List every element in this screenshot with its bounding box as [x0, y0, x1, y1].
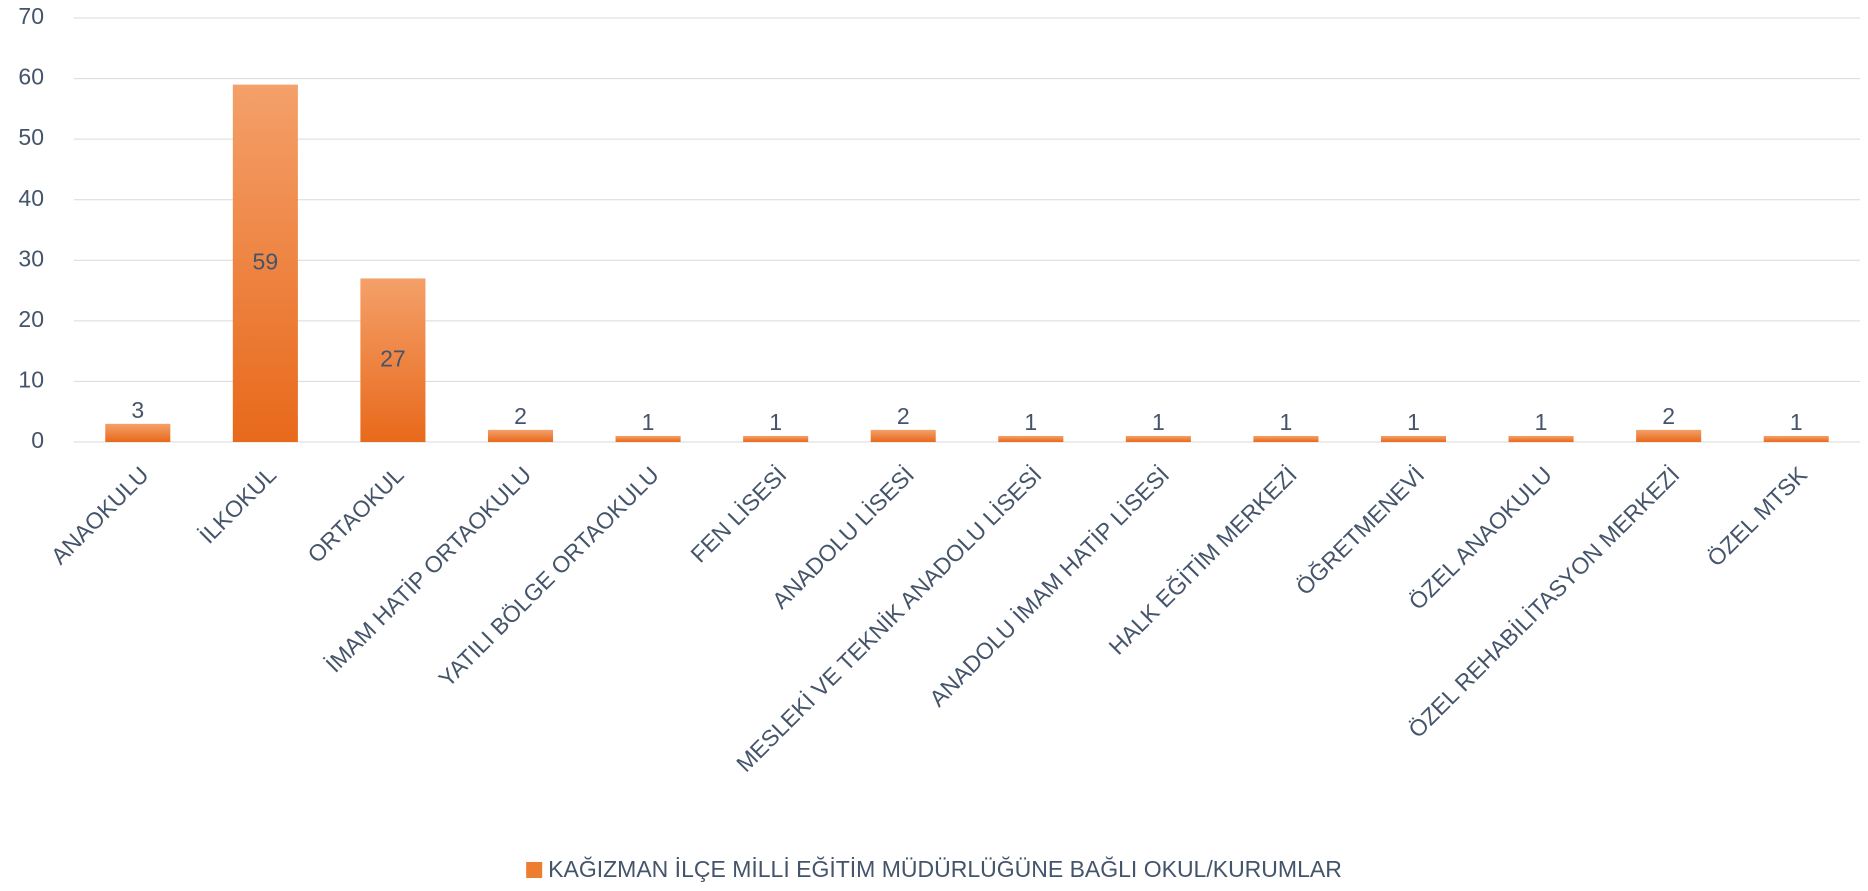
data-label: 1: [1280, 409, 1293, 435]
data-label: 1: [769, 409, 782, 435]
x-tick-label: ANAOKULU: [46, 461, 154, 569]
x-tick-label: İMAM HATİP ORTAOKULU: [320, 461, 536, 677]
x-tick-label: ÖĞRETMENEVİ: [1291, 461, 1430, 600]
y-tick-label: 40: [18, 185, 44, 211]
y-tick-label: 50: [18, 124, 44, 150]
data-label: 2: [514, 403, 527, 429]
x-tick-label: İLKOKUL: [194, 461, 281, 548]
x-tick-label: ORTAOKUL: [302, 461, 408, 567]
x-tick-label: ÖZEL ANAOKULU: [1404, 461, 1557, 614]
x-tick-label: YATILI BÖLGE ORTAOKULU: [433, 461, 663, 691]
data-label: 27: [380, 345, 406, 371]
y-tick-label: 20: [18, 306, 44, 332]
bar: [360, 278, 426, 442]
data-label: 1: [1152, 409, 1165, 435]
y-tick-label: 70: [18, 3, 44, 29]
legend-swatch: [526, 862, 543, 878]
x-tick-label: ÖZEL REHABİLİTASYON MERKEZİ: [1403, 461, 1684, 742]
bar: [487, 429, 554, 442]
bar: [870, 429, 936, 442]
bar: [743, 435, 809, 442]
y-tick-label: 0: [31, 427, 44, 453]
bar: [1380, 435, 1447, 442]
data-label: 1: [1790, 409, 1803, 435]
data-label: 1: [1024, 409, 1037, 435]
data-label: 3: [131, 397, 144, 423]
legend-label: KAĞIZMAN İLÇE MİLLİ EĞİTİM MÜDÜRLÜĞÜNE B…: [548, 856, 1342, 882]
bar: [1763, 435, 1829, 442]
x-tick-label: ÖZEL MTSK: [1702, 461, 1812, 571]
y-tick-label: 60: [18, 64, 44, 90]
bar: [232, 84, 298, 442]
y-tick-label: 30: [18, 245, 44, 271]
bar: [1253, 435, 1319, 442]
y-tick-label: 10: [18, 367, 44, 393]
data-label: 2: [1662, 403, 1675, 429]
bar: [1636, 429, 1702, 442]
data-label: 1: [1407, 409, 1420, 435]
data-label: 59: [253, 248, 279, 274]
data-label: 1: [1535, 409, 1548, 435]
bar: [1125, 435, 1191, 442]
x-tick-label: ANADOLU LİSESİ: [767, 461, 919, 613]
bar: [105, 423, 171, 442]
x-tick-label: FEN LİSESİ: [685, 461, 791, 567]
bar: [615, 435, 681, 442]
data-label: 1: [642, 409, 655, 435]
x-tick-label: ANADOLU İMAM HATİP LİSESİ: [924, 461, 1174, 711]
data-label: 2: [897, 403, 910, 429]
bar: [998, 435, 1064, 442]
bar: [1508, 435, 1574, 442]
